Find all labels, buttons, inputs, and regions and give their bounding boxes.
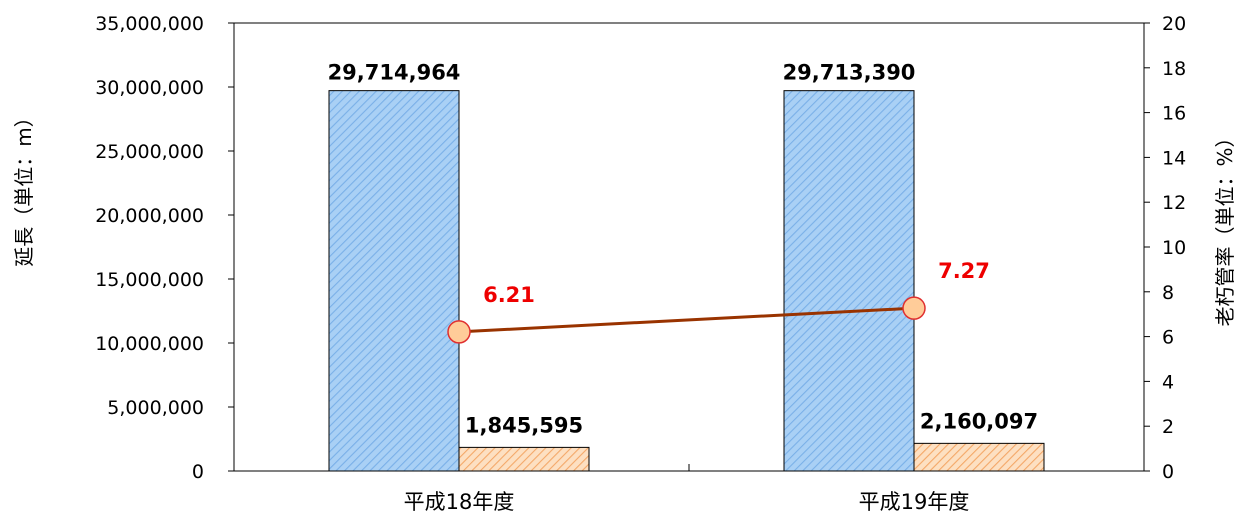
line-point-value-label: 6.21 [483, 283, 535, 307]
line-point-marker [902, 296, 926, 320]
left-tick-label: 10,000,000 [95, 333, 204, 355]
bar-series2 [913, 442, 1045, 472]
bar-series1 [328, 90, 460, 472]
line-path [458, 306, 915, 334]
right-tick-label: 10 [1162, 237, 1186, 259]
right-tick-label: 16 [1162, 103, 1186, 125]
right-tick-label: 6 [1162, 327, 1174, 349]
left-tick-label: 15,000,000 [95, 269, 204, 291]
bar-series1 [783, 90, 915, 472]
right-tick-label: 20 [1162, 13, 1186, 35]
category-labels: 平成18年度 平成19年度 [404, 490, 970, 514]
left-tick-label: 25,000,000 [95, 141, 204, 163]
bar-series2 [458, 446, 590, 472]
left-tick-label: 0 [192, 461, 204, 483]
right-tick-label: 0 [1162, 461, 1174, 483]
right-tick-label: 12 [1162, 192, 1186, 214]
left-tick-label: 35,000,000 [95, 13, 204, 35]
right-tick-label: 2 [1162, 416, 1174, 438]
y-axis-title-right: 老朽管率（単位：%） [1213, 127, 1237, 326]
bar-series2-value-label: 1,845,595 [465, 413, 583, 437]
right-axis-ticks: 0 2 4 6 8 10 12 14 16 18 20 [1144, 13, 1186, 483]
bars: 29,714,964 1,845,595 29,713,390 2,160,097 [328, 61, 1045, 472]
right-tick-label: 8 [1162, 282, 1174, 304]
line-point-marker [447, 320, 471, 344]
bar-series1-value-label: 29,713,390 [783, 61, 916, 85]
right-tick-label: 14 [1162, 147, 1186, 169]
line-point-value-label: 7.27 [938, 259, 990, 283]
right-tick-label: 18 [1162, 58, 1186, 80]
right-tick-label: 4 [1162, 371, 1174, 393]
left-tick-label: 20,000,000 [95, 205, 204, 227]
bar-series2-value-label: 2,160,097 [920, 409, 1038, 433]
left-tick-label: 30,000,000 [95, 77, 204, 99]
left-tick-label: 5,000,000 [107, 397, 204, 419]
left-axis-ticks: 0 5,000,000 10,000,000 15,000,000 20,000,000… [95, 13, 234, 483]
category-label: 平成18年度 [404, 490, 515, 514]
category-label: 平成19年度 [859, 490, 970, 514]
y-axis-title-left: 延長（単位：m） [12, 107, 36, 266]
bar-series1-value-label: 29,714,964 [328, 61, 461, 85]
line-series: 6.21 7.27 [447, 259, 990, 344]
